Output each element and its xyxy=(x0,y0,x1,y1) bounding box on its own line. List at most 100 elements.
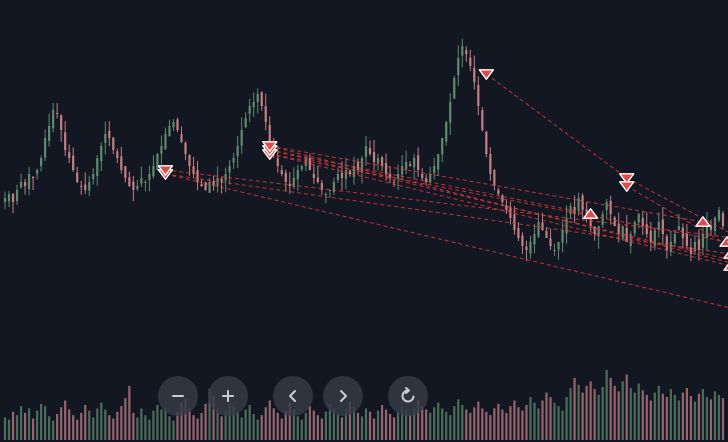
volume-bar xyxy=(7,419,11,440)
candle-body xyxy=(441,138,444,155)
volume-bar xyxy=(669,389,672,440)
candle-body xyxy=(200,184,203,186)
volume-bar xyxy=(433,407,436,440)
candle xyxy=(284,169,287,192)
sell-marker xyxy=(619,173,635,184)
candle xyxy=(380,155,384,171)
candle-body xyxy=(76,172,79,182)
candle xyxy=(88,175,91,197)
volume-bar xyxy=(380,405,384,440)
candle-body xyxy=(693,242,697,252)
candle-body xyxy=(224,174,227,181)
scroll-right-button[interactable] xyxy=(323,376,363,416)
candle xyxy=(581,193,584,221)
volume-bar xyxy=(649,400,652,440)
candle xyxy=(116,148,119,164)
candle-body xyxy=(697,239,701,250)
candle xyxy=(140,166,143,187)
reset-button[interactable] xyxy=(388,376,428,416)
marker-layer xyxy=(157,69,728,271)
candle-body xyxy=(372,152,376,162)
candle xyxy=(204,181,207,191)
volume-bar xyxy=(713,391,717,440)
candle-body xyxy=(493,170,496,186)
candle xyxy=(473,55,476,90)
trade-line xyxy=(165,173,728,308)
candle xyxy=(481,107,484,132)
candle xyxy=(392,179,396,187)
candle-body xyxy=(553,250,556,251)
candle-body xyxy=(533,234,536,245)
candle-body xyxy=(653,230,656,247)
candle xyxy=(633,220,636,237)
volume-bar xyxy=(3,417,7,440)
candle-body xyxy=(300,166,303,170)
candle-body xyxy=(721,213,725,226)
candle xyxy=(192,156,195,179)
candle xyxy=(372,139,376,170)
volume-bar xyxy=(288,402,291,440)
candle-body xyxy=(529,242,532,254)
candle-body xyxy=(649,230,652,242)
volume-bar xyxy=(497,403,500,440)
candle xyxy=(11,192,15,214)
volume-bar xyxy=(88,410,91,440)
volume-bar xyxy=(457,399,460,440)
candle xyxy=(721,210,725,230)
candle xyxy=(601,210,604,228)
candle xyxy=(324,192,327,204)
candle-body xyxy=(336,174,340,180)
volume-bar xyxy=(64,400,67,440)
volume-bar xyxy=(605,370,608,440)
candle xyxy=(533,224,536,254)
volume-bar xyxy=(629,388,632,440)
candle-body xyxy=(328,190,332,191)
trade-line xyxy=(269,145,704,223)
candle-body xyxy=(344,170,348,180)
candle-body xyxy=(72,155,75,170)
candle xyxy=(180,126,183,144)
volume-bar xyxy=(104,409,107,440)
candle-body xyxy=(148,174,151,181)
volume-bar xyxy=(521,410,524,440)
candle-body xyxy=(433,166,436,174)
candle-body xyxy=(597,226,600,237)
candle xyxy=(356,158,360,175)
candle xyxy=(132,175,135,202)
volume-bar xyxy=(152,410,155,440)
candle xyxy=(156,152,159,171)
candle xyxy=(144,180,147,192)
candle-body xyxy=(88,182,91,191)
candle-body xyxy=(413,158,416,168)
candle-body xyxy=(35,170,39,174)
zoom-out-button[interactable] xyxy=(158,376,198,416)
candle xyxy=(457,45,460,86)
candle xyxy=(136,179,139,191)
volume-bar xyxy=(621,381,624,440)
candle xyxy=(72,147,75,172)
volume-bar xyxy=(40,403,43,440)
candle-body xyxy=(368,147,372,154)
volume-bar xyxy=(453,406,456,440)
candle-body xyxy=(685,233,688,246)
candle xyxy=(264,93,267,131)
candle-body xyxy=(208,182,211,193)
candle-body xyxy=(565,218,568,234)
volume-bar xyxy=(112,418,115,440)
scroll-left-button[interactable] xyxy=(273,376,313,416)
plus-icon xyxy=(222,390,234,402)
candle xyxy=(425,174,428,186)
candle xyxy=(565,205,568,244)
candle-body xyxy=(92,174,95,180)
candle-body xyxy=(56,113,59,115)
candle-body xyxy=(348,170,352,174)
candle-body xyxy=(236,146,239,157)
candle xyxy=(168,119,171,137)
candle xyxy=(517,221,520,242)
candle-body xyxy=(320,182,323,190)
zoom-in-button[interactable] xyxy=(208,376,248,416)
candle xyxy=(104,121,107,155)
volume-bar xyxy=(120,406,123,440)
candle xyxy=(525,240,528,262)
